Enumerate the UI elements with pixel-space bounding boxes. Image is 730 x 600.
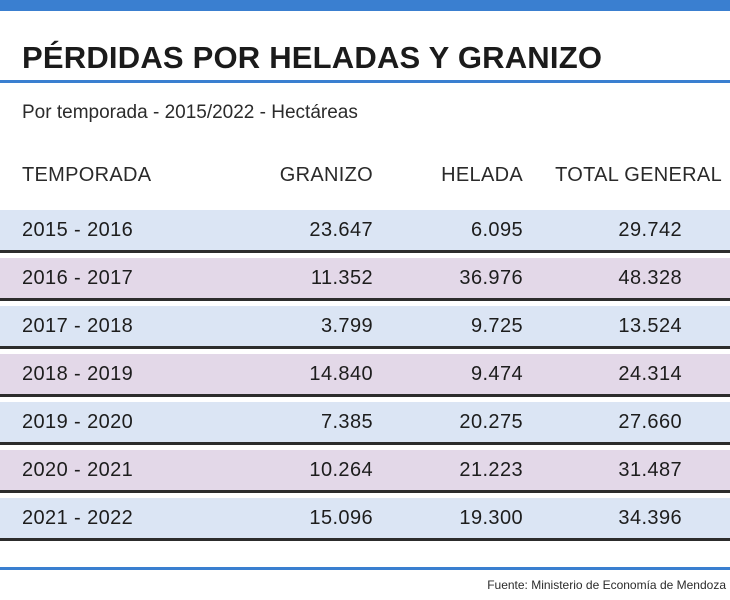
- cell-granizo: 14.840: [200, 349, 375, 397]
- cell-temporada: 2018 - 2019: [0, 349, 200, 397]
- cell-total-general: 34.396: [525, 493, 730, 541]
- header-total-general: TOTAL GENERAL: [555, 163, 722, 186]
- cell-granizo: 23.647: [200, 205, 375, 253]
- table-row: 2019 - 2020 7.385 20.275 27.660: [0, 397, 730, 445]
- cell-total-general: 13.524: [525, 301, 730, 349]
- table-row: 2017 - 2018 3.799 9.725 13.524: [0, 301, 730, 349]
- table-row: 2018 - 2019 14.840 9.474 24.314: [0, 349, 730, 397]
- chart-subtitle: Por temporada - 2015/2022 - Hectáreas: [22, 102, 358, 123]
- header-granizo: GRANIZO: [279, 163, 373, 186]
- header-helada: HELADA: [441, 163, 523, 186]
- cell-helada: 21.223: [375, 445, 525, 493]
- header-temporada: TEMPORADA: [22, 163, 152, 186]
- cell-granizo: 15.096: [200, 493, 375, 541]
- table-row: 2016 - 2017 11.352 36.976 48.328: [0, 253, 730, 301]
- cell-temporada: 2019 - 2020: [0, 397, 200, 445]
- cell-total-general: 29.742: [525, 205, 730, 253]
- cell-temporada: 2015 - 2016: [0, 205, 200, 253]
- losses-table: TEMPORADA GRANIZO HELADA TOTAL GENERAL 2…: [0, 145, 730, 541]
- table-header-row: TEMPORADA GRANIZO HELADA TOTAL GENERAL: [0, 145, 730, 205]
- cell-granizo: 10.264: [200, 445, 375, 493]
- cell-helada: 6.095: [375, 205, 525, 253]
- cell-temporada: 2020 - 2021: [0, 445, 200, 493]
- table-row: 2020 - 2021 10.264 21.223 31.487: [0, 445, 730, 493]
- cell-granizo: 11.352: [200, 253, 375, 301]
- source-note: Fuente: Ministerio de Economía de Mendoz…: [487, 578, 726, 592]
- cell-helada: 20.275: [375, 397, 525, 445]
- cell-temporada: 2016 - 2017: [0, 253, 200, 301]
- cell-granizo: 7.385: [200, 397, 375, 445]
- table-row: 2015 - 2016 23.647 6.095 29.742: [0, 205, 730, 253]
- cell-temporada: 2021 - 2022: [0, 493, 200, 541]
- cell-helada: 36.976: [375, 253, 525, 301]
- cell-granizo: 3.799: [200, 301, 375, 349]
- cell-total-general: 31.487: [525, 445, 730, 493]
- title-divider: [0, 80, 730, 83]
- chart-title: PÉRDIDAS POR HELADAS Y GRANIZO: [22, 40, 603, 75]
- bottom-divider: [0, 567, 730, 570]
- top-accent-bar: [0, 0, 730, 11]
- cell-helada: 9.474: [375, 349, 525, 397]
- cell-total-general: 24.314: [525, 349, 730, 397]
- cell-helada: 9.725: [375, 301, 525, 349]
- cell-helada: 19.300: [375, 493, 525, 541]
- cell-total-general: 48.328: [525, 253, 730, 301]
- cell-temporada: 2017 - 2018: [0, 301, 200, 349]
- cell-total-general: 27.660: [525, 397, 730, 445]
- table-row: 2021 - 2022 15.096 19.300 34.396: [0, 493, 730, 541]
